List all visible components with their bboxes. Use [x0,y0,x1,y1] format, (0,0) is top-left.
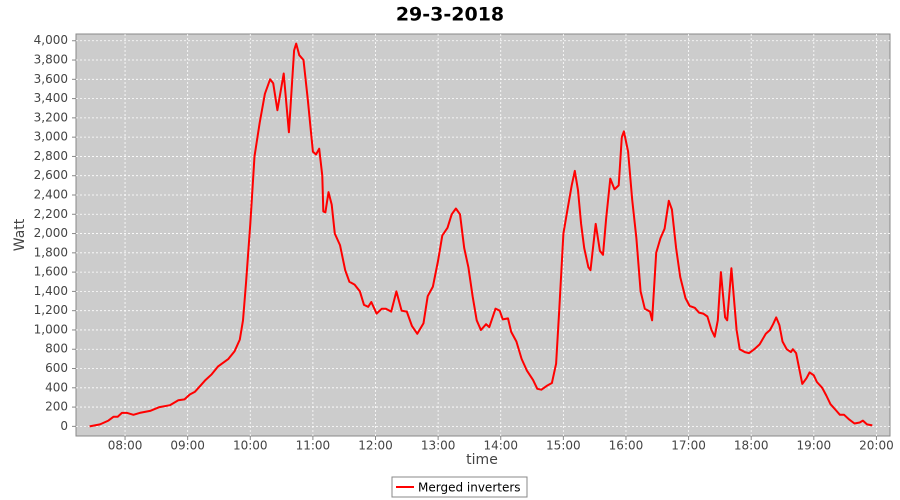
y-tick-label: 2,200 [34,207,68,221]
legend-box [391,476,528,498]
y-tick-label: 800 [45,342,68,356]
x-axis-label: time [466,452,498,468]
x-tick-label: 09:00 [170,439,205,453]
y-tick-label: 4,000 [34,33,68,47]
y-tick-label: 3,200 [34,110,68,124]
y-tick-label: 3,000 [34,130,68,144]
x-tick-label: 14:00 [483,439,518,453]
y-tick-label: 2,400 [34,187,68,201]
x-tick-label: 10:00 [233,439,268,453]
y-tick-label: 0 [60,419,68,433]
x-tick-label: 16:00 [609,439,644,453]
x-tick-label: 12:00 [358,439,393,453]
x-tick-label: 13:00 [421,439,456,453]
y-tick-label: 2,000 [34,226,68,240]
plot-area [75,33,891,437]
x-tick-label: 11:00 [296,439,331,453]
y-tick-label: 2,600 [34,168,68,182]
y-tick-label: 1,400 [34,284,68,298]
y-tick-label: 1,000 [34,322,68,336]
y-axis-label: Watt [12,218,28,251]
x-tick-label: 19:00 [797,439,832,453]
y-tick-label: 1,800 [34,245,68,259]
y-tick-label: 3,400 [34,91,68,105]
x-tick-label: 18:00 [734,439,769,453]
x-tick-label: 20:00 [859,439,894,453]
y-tick-label: 1,600 [34,265,68,279]
x-tick-label: 08:00 [108,439,143,453]
legend: Merged inverters [391,476,528,498]
y-tick-label: 2,800 [34,149,68,163]
y-tick-label: 1,200 [34,303,68,317]
y-tick-label: 3,800 [34,53,68,67]
x-tick-label: 15:00 [546,439,581,453]
y-tick-label: 200 [45,400,68,414]
data-line [89,42,873,428]
y-tick-label: 3,600 [34,72,68,86]
x-tick-label: 17:00 [671,439,706,453]
chart-title: 29-3-2018 [396,4,504,26]
y-tick-label: 600 [45,361,68,375]
y-tick-label: 400 [45,380,68,394]
legend-label: Merged inverters [418,481,521,495]
